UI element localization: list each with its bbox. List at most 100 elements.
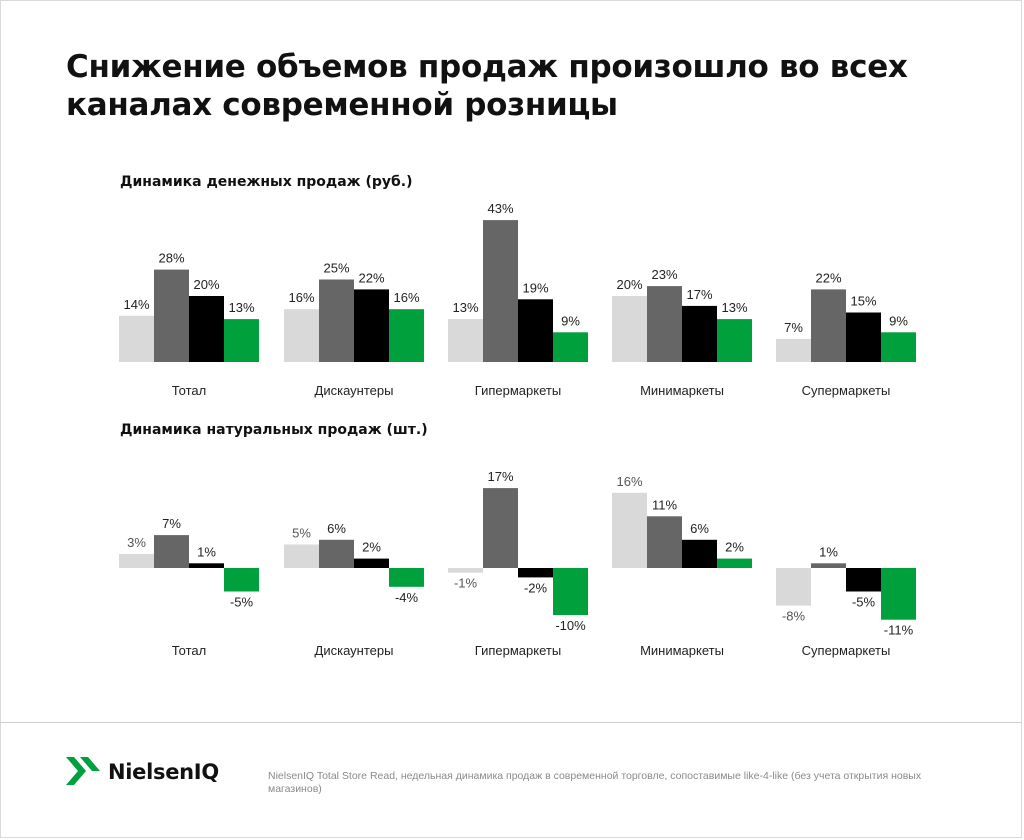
monetary-data-label: 16% [288,290,314,305]
volume-bar [189,563,224,568]
monetary-bar [224,319,259,362]
monetary-data-label: 13% [721,300,747,315]
monetary-category-label: Супермаркеты [802,383,891,398]
monetary-data-label: 19% [522,280,548,295]
volume-data-label: 6% [690,521,709,536]
monetary-data-label: 17% [686,287,712,302]
volume-bar [717,558,752,568]
monetary-data-label: 22% [358,270,384,285]
monetary-bar [518,299,553,362]
volume-data-label: -5% [852,595,876,610]
monetary-sales-chart: 14% 28% 20% 13% Тотал 16% 25% 22% 16% Дискаунтеры… [119,201,916,398]
volume-bar [682,539,717,568]
volume-data-label: 7% [162,516,181,531]
chart-title-monetary: Динамика денежных продаж (руб.) [120,174,413,190]
volume-data-label: -5% [230,595,254,610]
monetary-bar [612,296,647,362]
monetary-data-label: 20% [616,277,642,292]
volume-data-label: -8% [782,609,806,624]
volume-data-label: 17% [487,469,513,484]
monetary-bar [448,319,483,362]
monetary-bar [389,309,424,362]
volume-bar [811,563,846,568]
logo-wordmark: NielsenIQ [108,760,219,784]
monetary-bar [553,332,588,362]
monetary-category-label: Тотал [172,383,207,398]
monetary-bar [881,332,916,362]
volume-category-label: Дискаунтеры [315,643,394,658]
volume-bar [448,568,483,573]
monetary-bar [776,338,811,362]
volume-data-label: -11% [884,623,914,638]
monetary-category-label: Гипермаркеты [475,383,561,398]
volume-bar [154,535,189,568]
volume-bar [776,568,811,606]
volume-bar [881,568,916,620]
monetary-bar [154,269,189,362]
volume-bar [647,516,682,568]
volume-data-label: 1% [197,544,216,559]
volume-category-label: Гипермаркеты [475,643,561,658]
monetary-bar [119,315,154,362]
volume-data-label: -1% [454,576,478,591]
monetary-data-label: 7% [784,320,803,335]
volume-category-label: Минимаркеты [640,643,724,658]
volume-data-label: 2% [362,540,381,555]
volume-data-label: 11% [652,497,677,512]
volume-bar [612,492,647,568]
volume-sales-chart: 3% 7% 1% -5% Тотал 5% 6% 2% -4% Дискаунтеры -1% 17%… [119,469,916,658]
monetary-bar [811,289,846,362]
monetary-data-label: 13% [452,300,478,315]
volume-data-label: 16% [616,474,642,489]
chart-title-volume: Динамика натуральных продаж (шт.) [120,422,428,438]
monetary-data-label: 43% [487,201,513,216]
nielseniq-logo: NielsenIQ [66,752,219,792]
volume-bar [354,558,389,568]
volume-data-label: 6% [327,521,346,536]
monetary-bar [647,286,682,362]
volume-data-label: 5% [292,526,311,541]
monetary-bar [846,312,881,362]
monetary-data-label: 25% [323,261,349,276]
volume-bar [483,488,518,568]
monetary-data-label: 9% [889,313,908,328]
monetary-data-label: 16% [393,290,419,305]
volume-bar [284,544,319,568]
volume-data-label: -2% [524,580,548,595]
monetary-data-label: 13% [228,300,254,315]
monetary-bar [319,279,354,362]
volume-category-label: Тотал [172,643,207,658]
monetary-category-label: Минимаркеты [640,383,724,398]
volume-bar [319,539,354,568]
volume-data-label: -4% [395,590,419,605]
volume-data-label: 1% [819,544,838,559]
monetary-bar [682,305,717,362]
volume-bar [119,553,154,568]
monetary-bar [189,296,224,362]
volume-bar [553,568,588,615]
monetary-data-label: 20% [193,277,219,292]
volume-bar [518,568,553,578]
monetary-data-label: 28% [158,251,184,266]
volume-data-label: 2% [725,540,744,555]
monetary-bar [483,220,518,362]
nielseniq-logo-icon [66,757,100,785]
volume-category-label: Супермаркеты [802,643,891,658]
monetary-data-label: 15% [850,294,876,309]
volume-bar [846,568,881,592]
footer-divider [0,722,1022,723]
monetary-bar [354,289,389,362]
monetary-data-label: 23% [651,267,677,282]
monetary-bar [284,309,319,362]
monetary-bar [717,319,752,362]
monetary-data-label: 22% [815,270,841,285]
source-footnote: NielsenIQ Total Store Read, недельная ди… [268,770,922,795]
volume-data-label: -10% [555,618,586,633]
monetary-data-label: 14% [123,297,149,312]
volume-bar [389,568,424,587]
volume-bar [224,568,259,592]
page-title: Снижение объемов продаж произошло во все… [66,49,908,123]
monetary-category-label: Дискаунтеры [315,383,394,398]
volume-data-label: 3% [127,535,146,550]
